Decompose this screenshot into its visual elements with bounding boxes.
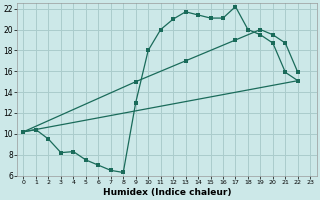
X-axis label: Humidex (Indice chaleur): Humidex (Indice chaleur) [103, 188, 231, 197]
